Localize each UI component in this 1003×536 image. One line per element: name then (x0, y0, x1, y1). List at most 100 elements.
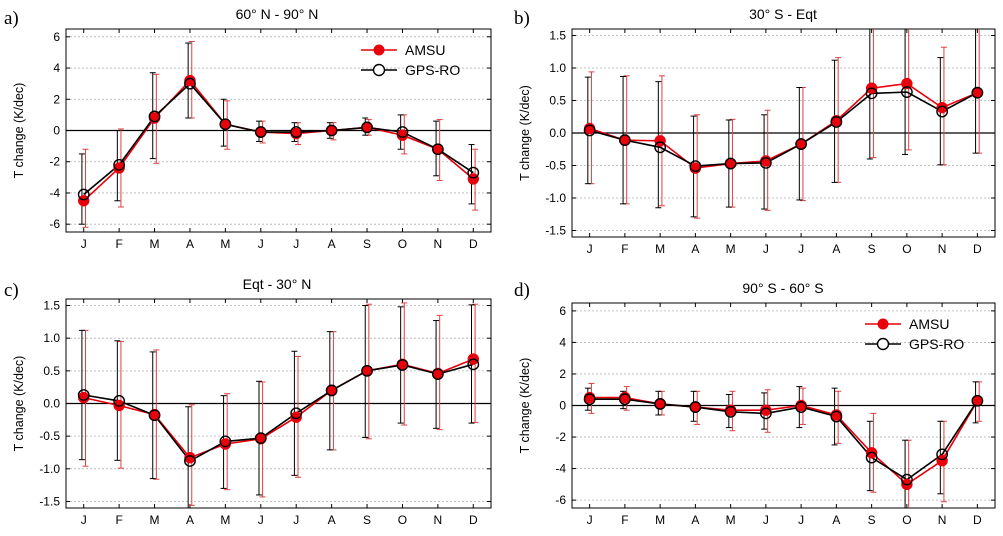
gps-ro-point (219, 118, 232, 131)
amsu-point (936, 101, 948, 114)
panel-title: Eqt - 30° N (243, 276, 312, 292)
panel-title: 90° S - 60° S (742, 280, 823, 296)
y-tick-label: -0.5 (545, 159, 566, 173)
y-tick-label: -4 (555, 462, 566, 476)
amsu-point (184, 452, 196, 464)
series-amsu (82, 302, 479, 506)
legend-marker-amsu (373, 44, 385, 56)
gps-ro-point (113, 394, 126, 407)
series-amsu (588, 29, 983, 219)
amsu-point (760, 404, 772, 416)
gps-series-line (589, 398, 979, 481)
x-tick-label: F (115, 237, 122, 251)
gps-ro-point (396, 359, 409, 371)
gps-ro-point (184, 77, 196, 90)
y-tick-label: 1.5 (43, 299, 60, 313)
amsu-point (219, 438, 232, 450)
x-tick-label: N (434, 237, 443, 251)
gps-ro-point (900, 473, 913, 486)
x-tick-label: D (469, 513, 478, 527)
x-tick-label: S (868, 513, 876, 527)
x-tick-label: O (398, 237, 407, 251)
gps-ro-point (900, 86, 913, 98)
y-tick-label: 4 (559, 335, 566, 349)
x-tick-label: J (798, 242, 804, 256)
gps-ro-point (583, 124, 596, 137)
gps-ro-point (325, 384, 338, 397)
gps-ro-point (184, 455, 196, 467)
amsu-point (184, 74, 196, 87)
data-layer (77, 302, 480, 508)
gps-ro-point (971, 86, 984, 99)
x-tick-label: S (363, 513, 371, 527)
x-tick-label: A (328, 513, 336, 527)
gps-ro-point (759, 407, 772, 420)
data-layer (77, 40, 480, 228)
gps-ro-point (148, 409, 161, 422)
gps-ro-point (654, 398, 667, 410)
y-tick-label: 6 (53, 30, 60, 44)
y-tick-label: 0.0 (43, 397, 60, 411)
y-tick-label: 1.0 (549, 61, 566, 75)
series-amsu (588, 381, 983, 508)
x-tick-label: N (434, 513, 443, 527)
gps-ro-point (971, 394, 984, 407)
data-layer (583, 29, 984, 219)
y-tick-label: -4 (49, 186, 60, 200)
gps-ro-point (795, 401, 808, 413)
panel-b: -1.5 -1.0 -0.5 0.0 0.5 1.0 1.5 J F M A M J J A S O N D 30° … (514, 6, 996, 256)
gps-ro-point (396, 126, 409, 138)
panel-label: c) (4, 280, 19, 301)
x-tick-label: J (293, 237, 299, 251)
gps-ro-point (148, 110, 161, 123)
gps-ro-point (290, 126, 303, 138)
x-tick-label: J (587, 513, 593, 527)
x-tick-label: J (587, 242, 593, 256)
gps-ro-point (219, 435, 232, 448)
gps-ro-point (654, 141, 667, 154)
gps-ro-point (689, 160, 702, 173)
gps-ro-point (361, 121, 373, 134)
y-tick-label: -6 (555, 493, 566, 507)
gps-ro-point (795, 138, 808, 150)
legend-marker-gps (876, 337, 890, 351)
x-tick-label: O (902, 513, 911, 527)
x-tick-label: J (293, 513, 299, 527)
legend-marker-amsu (877, 318, 889, 330)
y-tick-label: 0.5 (43, 364, 60, 378)
legend: AMSU GPS-RO (361, 42, 460, 78)
y-tick-label: 2 (53, 92, 60, 106)
panel-label: d) (514, 280, 530, 301)
x-tick-label: S (868, 242, 876, 256)
panel-title: 30° S - Eqt (749, 6, 817, 22)
x-tick-label: O (902, 242, 911, 256)
amsu-series-line (83, 358, 474, 459)
gps-ro-point (254, 432, 267, 445)
x-tick-label: A (328, 237, 336, 251)
data-layer (583, 381, 984, 508)
amsu-point (113, 162, 125, 174)
y-tick-label: -6 (49, 217, 60, 231)
legend-label-gps: GPS-RO (909, 336, 964, 352)
y-tick-label: 0.0 (549, 126, 566, 140)
x-tick-label: N (938, 513, 947, 527)
x-tick-label: A (832, 242, 840, 256)
x-tick-label: J (258, 237, 264, 251)
gps-ro-point (431, 143, 444, 156)
gps-ro-point (689, 401, 702, 413)
x-tick-label: M (655, 242, 665, 256)
x-tick-label: M (150, 513, 160, 527)
gps-ro-point (936, 105, 949, 118)
gps-ro-point (77, 389, 90, 401)
gps-ro-point (113, 158, 126, 171)
panel-a: -6 -4 -2 0 2 4 6 J F M A M J J A S O N D 60° N - 90° N a) T c… (4, 6, 492, 251)
gps-ro-point (936, 448, 949, 461)
x-tick-label: F (621, 242, 628, 256)
y-axis-label: T change (K/dec) (12, 356, 26, 452)
amsu-series-line (589, 82, 978, 169)
x-tick-label: J (81, 237, 87, 251)
y-tick-label: 0.5 (549, 94, 566, 108)
x-tick-label: J (81, 513, 87, 527)
x-tick-label: S (363, 237, 371, 251)
